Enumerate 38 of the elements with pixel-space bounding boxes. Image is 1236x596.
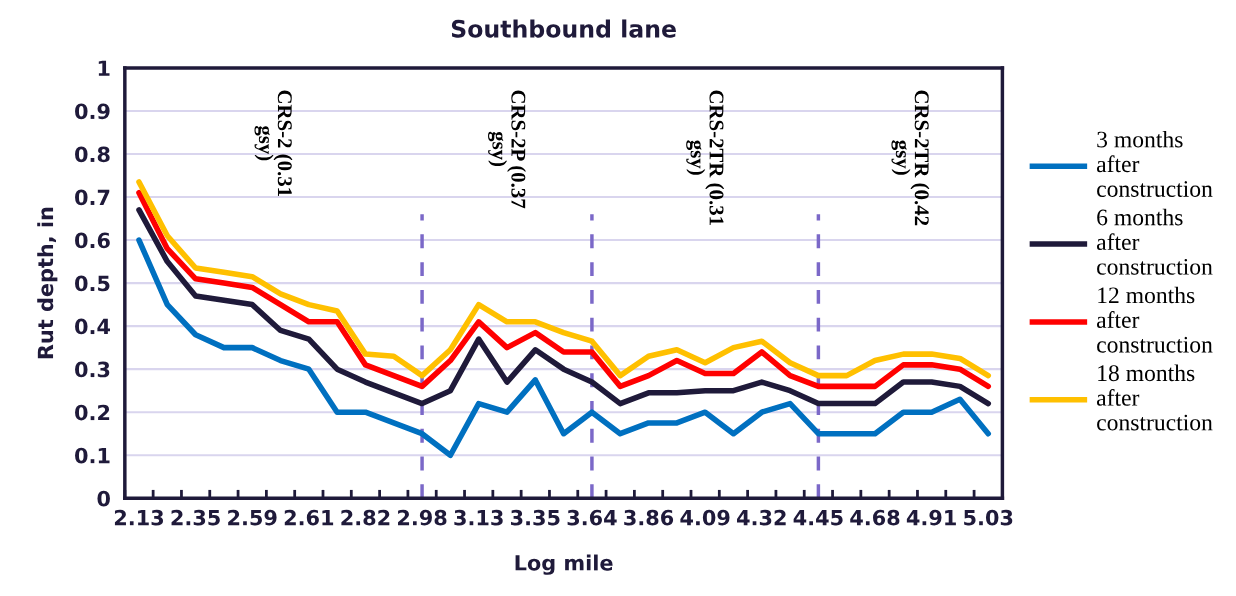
legend-label: 12 months after construction <box>1097 286 1213 353</box>
annotation: CRS-2TR (0.42 gsy) <box>891 90 930 226</box>
y-tick-label: 0.6 <box>75 232 110 249</box>
annotation: CRS-2TR (0.31 gsy) <box>686 90 725 225</box>
y-tick-label: 0.3 <box>75 361 110 378</box>
y-tick-label: 0 <box>97 490 110 507</box>
x-tick-label: 4.45 <box>793 510 843 526</box>
annotation: CRS-2 (0.31 gsy) <box>254 90 293 197</box>
x-tick-label: 5.03 <box>964 509 1013 526</box>
legend-label: 18 months after construction <box>1097 364 1213 431</box>
y-tick-label: 1 <box>98 60 110 76</box>
x-tick-label: 2.35 <box>171 509 220 526</box>
y-tick-label: 0.8 <box>75 146 110 163</box>
x-tick-label: 4.32 <box>737 509 786 526</box>
x-tick-label: 4.68 <box>850 509 900 526</box>
y-tick-label: 0.4 <box>75 318 110 335</box>
chart-title: Southbound lane <box>451 19 676 38</box>
legend-label: 3 months after construction <box>1097 130 1213 197</box>
y-tick-label: 0.5 <box>75 275 110 292</box>
x-tick-label: 2.82 <box>341 509 390 526</box>
y-tick-label: 0.2 <box>75 404 110 421</box>
y-tick-label: 0.1 <box>75 447 110 464</box>
y-tick-label: 0.7 <box>75 189 110 206</box>
y-tick-label: 0.9 <box>75 103 110 120</box>
x-tick-label: 3.64 <box>567 509 617 526</box>
x-tick-label: 3.13 <box>454 509 503 526</box>
x-tick-label: 4.09 <box>680 509 730 526</box>
x-tick-label: 2.13 <box>114 509 164 526</box>
x-tick-label: 4.91 <box>906 509 956 526</box>
x-tick-label: 3.35 <box>511 509 560 526</box>
x-tick-label: 3.86 <box>624 509 674 526</box>
x-tick-label: 2.98 <box>398 509 447 526</box>
x-tick-label: 2.61 <box>284 509 334 526</box>
annotation: CRS-2P (0.37 gsy) <box>488 90 526 209</box>
legend-label: 6 months after construction <box>1097 208 1213 275</box>
y-axis-title: Rut depth, in <box>37 207 58 359</box>
x-tick-label: 2.59 <box>228 509 277 526</box>
x-axis-title: Log mile <box>515 554 613 575</box>
